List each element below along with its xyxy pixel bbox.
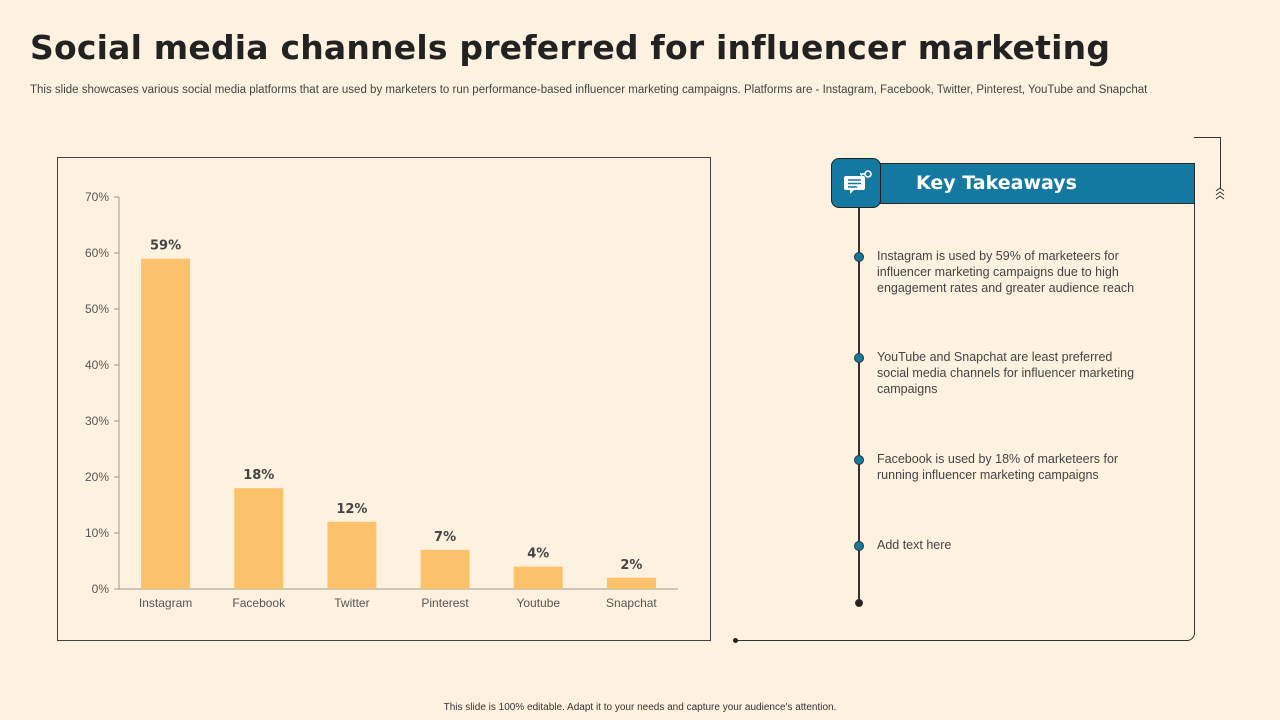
takeaway-item: Instagram is used by 59% of marketeers f… — [877, 249, 1135, 295]
bar — [234, 488, 284, 589]
data-label: 59% — [150, 239, 181, 254]
page-subtitle: This slide showcases various social medi… — [30, 84, 1148, 96]
y-tick-label: 20% — [85, 470, 109, 484]
data-label: 12% — [336, 502, 367, 517]
x-tick-label: Youtube — [516, 596, 560, 610]
data-label: 7% — [434, 530, 456, 545]
bar-chart-svg: 0% 10% 20% 30% 40% 50% 60% 70% 59% Instagram 18% Fa… — [85, 190, 678, 610]
frame-bottom-edge — [736, 640, 1188, 641]
bar — [141, 258, 191, 589]
y-tick-label: 50% — [85, 302, 109, 316]
chat-bubble-key-icon — [831, 158, 881, 208]
bar-chart: 0% 10% 20% 30% 40% 50% 60% 70% 59% Instagram 18% Fa… — [57, 157, 711, 641]
key-takeaways-header — [880, 163, 1195, 204]
timeline-dot — [854, 353, 864, 363]
x-tick-label: Twitter — [334, 596, 369, 610]
bar — [513, 566, 563, 589]
bar — [327, 521, 377, 589]
y-tick-label: 60% — [85, 246, 109, 260]
timeline-dot — [854, 541, 864, 551]
chevrons-down-icon — [1215, 187, 1225, 200]
x-tick-label: Snapchat — [606, 596, 657, 610]
timeline-dot — [854, 252, 864, 262]
footer-note: This slide is 100% editable. Adapt it to… — [443, 702, 837, 713]
takeaway-item: Facebook is used by 18% of marketeers fo… — [877, 452, 1119, 482]
data-label: 2% — [620, 558, 642, 573]
frame-end-dot — [733, 638, 738, 643]
frame-right-outer-edge — [1220, 137, 1221, 189]
key-takeaways-title: Key Takeaways — [916, 172, 1077, 194]
page-title: Social media channels preferred for infl… — [30, 28, 1111, 67]
y-tick-label: 0% — [92, 582, 110, 596]
y-tick-label: 10% — [85, 526, 109, 540]
timeline-dot — [854, 455, 864, 465]
frame-right-inner-edge — [1194, 204, 1195, 634]
bar — [420, 549, 470, 589]
frame-right-top-edge — [1194, 137, 1221, 138]
y-tick-label: 70% — [85, 190, 109, 204]
timeline-end-dot — [855, 599, 863, 607]
y-tick-label: 30% — [85, 414, 109, 428]
y-tick-label: 40% — [85, 358, 109, 372]
x-tick-label: Instagram — [139, 596, 192, 610]
data-label: 4% — [527, 547, 549, 562]
takeaway-item: Add text here — [877, 538, 952, 552]
takeaways-timeline — [858, 208, 860, 603]
x-tick-label: Pinterest — [421, 596, 469, 610]
takeaway-item: YouTube and Snapchat are least preferred… — [877, 350, 1135, 396]
frame-bottom-corner — [1187, 633, 1195, 641]
bar — [606, 577, 656, 589]
x-tick-label: Facebook — [232, 596, 286, 610]
data-label: 18% — [243, 468, 274, 483]
